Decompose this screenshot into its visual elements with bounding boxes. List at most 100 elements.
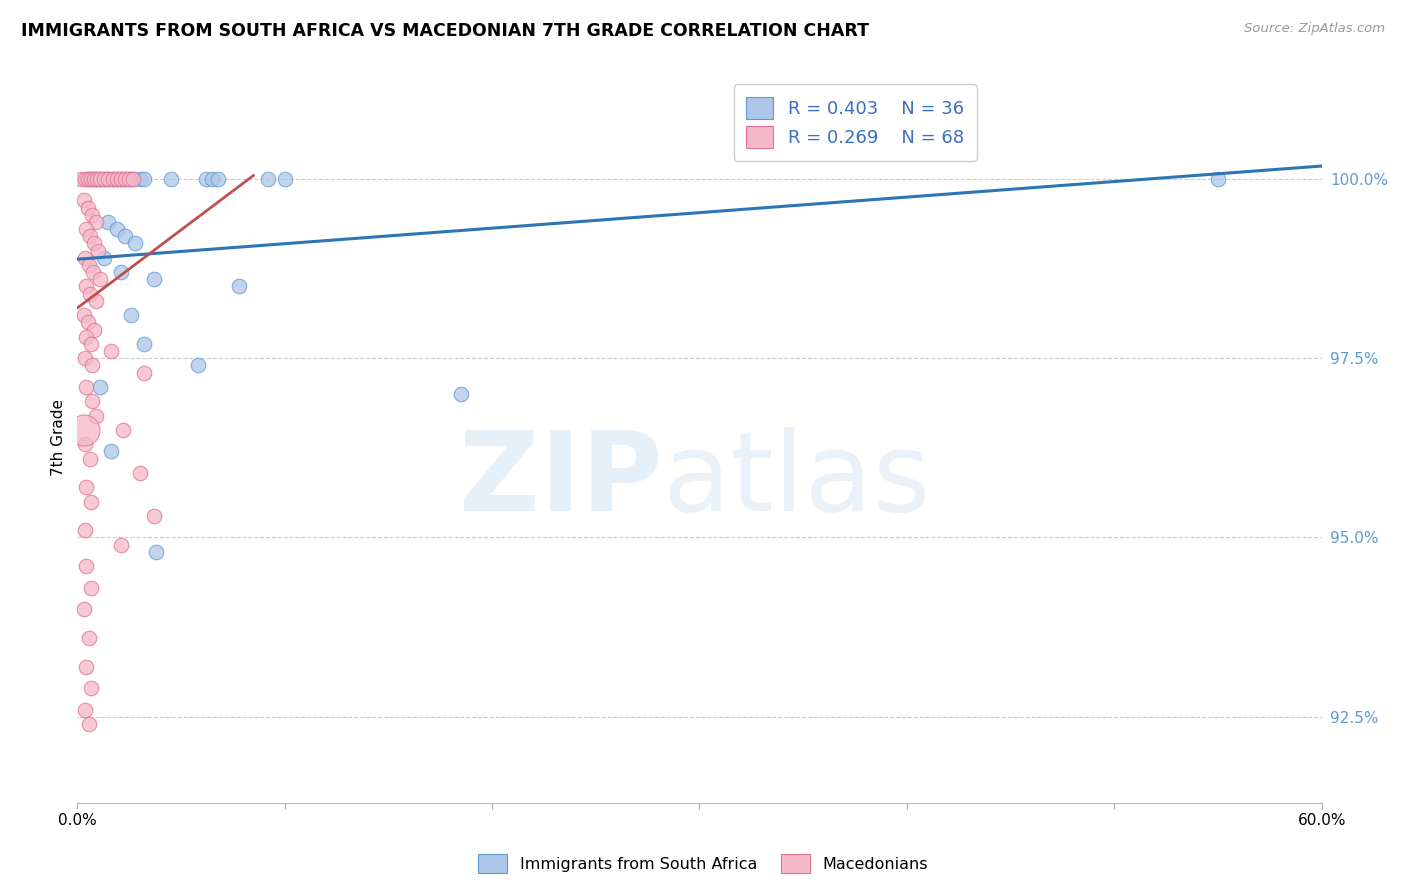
Point [159, 172, 181, 186]
Point [101, 172, 124, 186]
Point [77, 717, 100, 731]
Point [110, 172, 132, 186]
Point [75, 380, 97, 394]
Point [73, 172, 96, 186]
Legend: R = 0.403    N = 36, R = 0.269    N = 68: R = 0.403 N = 36, R = 0.269 N = 68 [734, 84, 977, 161]
Point [84, 409, 107, 423]
Text: ZIP: ZIP [458, 427, 662, 534]
Point [73, 351, 96, 366]
Point [105, 172, 128, 186]
Point [80, 494, 103, 508]
Point [70, 172, 93, 186]
Point [93, 251, 115, 265]
Point [84, 172, 107, 186]
Point [79, 229, 101, 244]
Point [75, 559, 97, 574]
Point [76, 172, 98, 186]
Point [128, 466, 150, 480]
Point [114, 172, 136, 186]
Point [73, 702, 96, 716]
Point [77, 258, 100, 272]
Point [120, 308, 142, 322]
Point [73, 524, 96, 538]
Point [110, 265, 132, 279]
Point [75, 279, 97, 293]
Point [114, 229, 136, 244]
Point [273, 172, 295, 186]
Point [80, 394, 103, 409]
Point [110, 538, 132, 552]
Point [228, 279, 250, 293]
Y-axis label: 7th Grade: 7th Grade [51, 399, 66, 475]
Point [132, 172, 155, 186]
Point [89, 172, 111, 186]
Point [82, 265, 104, 279]
Point [77, 631, 100, 645]
Point [93, 172, 115, 186]
Point [84, 293, 107, 308]
Point [79, 286, 101, 301]
Point [114, 172, 136, 186]
Point [122, 172, 145, 186]
Point [143, 272, 166, 286]
Point [87, 244, 110, 258]
Point [194, 172, 217, 186]
Point [207, 172, 229, 186]
Point [72, 194, 94, 208]
Point [89, 172, 111, 186]
Point [86, 172, 108, 186]
Point [100, 444, 122, 458]
Point [201, 172, 224, 186]
Point [72, 423, 94, 437]
Point [143, 508, 166, 523]
Point [80, 359, 103, 373]
Point [97, 172, 120, 186]
Point [1206, 172, 1229, 186]
Point [76, 315, 98, 329]
Point [76, 172, 98, 186]
Point [75, 329, 97, 343]
Point [145, 545, 167, 559]
Text: atlas: atlas [662, 427, 931, 534]
Point [111, 423, 134, 437]
Point [73, 437, 96, 451]
Text: Source: ZipAtlas.com: Source: ZipAtlas.com [1244, 22, 1385, 36]
Point [83, 236, 105, 251]
Point [97, 215, 120, 229]
Point [122, 172, 145, 186]
Point [100, 344, 122, 359]
Point [80, 208, 103, 222]
Point [76, 201, 98, 215]
Point [132, 366, 155, 380]
Point [84, 215, 107, 229]
Point [93, 172, 115, 186]
Point [80, 681, 103, 695]
Point [257, 172, 280, 186]
Point [132, 336, 155, 351]
Point [80, 172, 103, 186]
Point [187, 359, 209, 373]
Point [118, 172, 141, 186]
Point [105, 222, 128, 236]
Point [89, 272, 111, 286]
Point [101, 172, 124, 186]
Point [118, 172, 141, 186]
Point [72, 602, 94, 616]
Point [80, 172, 103, 186]
Point [75, 659, 97, 673]
Point [89, 380, 111, 394]
Text: IMMIGRANTS FROM SOUTH AFRICA VS MACEDONIAN 7TH GRADE CORRELATION CHART: IMMIGRANTS FROM SOUTH AFRICA VS MACEDONI… [21, 22, 869, 40]
Point [83, 322, 105, 336]
Point [83, 172, 105, 186]
Point [75, 222, 97, 236]
Point [105, 172, 128, 186]
Point [80, 336, 103, 351]
Point [450, 387, 472, 401]
Point [128, 172, 150, 186]
Point [80, 581, 103, 595]
Point [73, 251, 96, 265]
Legend: Immigrants from South Africa, Macedonians: Immigrants from South Africa, Macedonian… [471, 847, 935, 880]
Point [72, 308, 94, 322]
Point [124, 236, 146, 251]
Point [97, 172, 120, 186]
